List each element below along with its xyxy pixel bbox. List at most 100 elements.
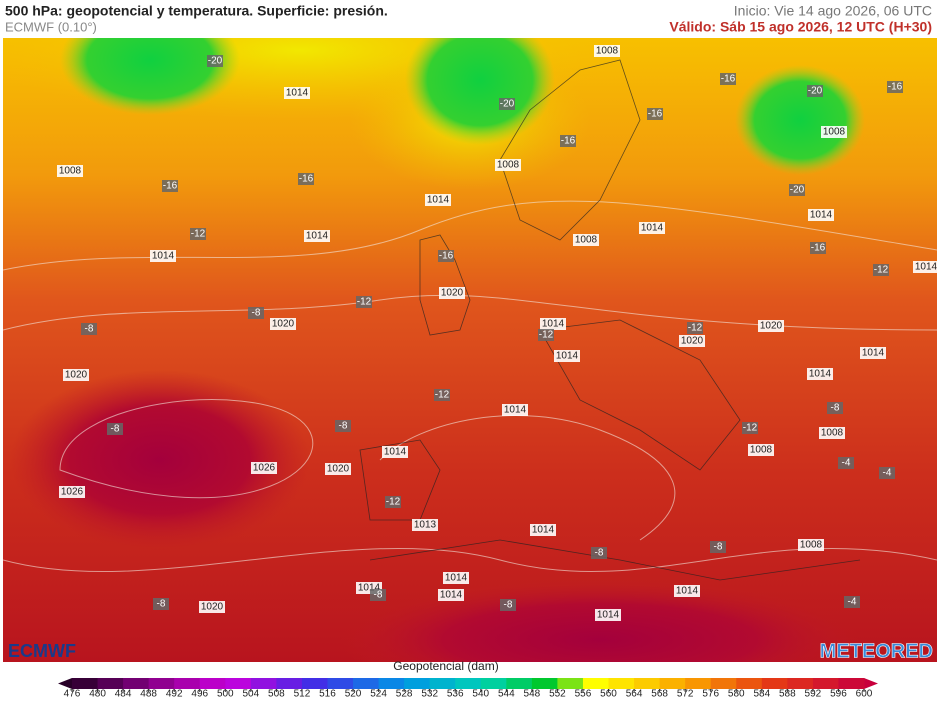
colorbar-tick-label: 572 — [677, 689, 694, 700]
pressure-label: 1014 — [286, 88, 309, 99]
colorbar-segment — [659, 678, 686, 689]
colorbar-tick-label: 492 — [166, 689, 183, 700]
temperature-label-box — [789, 184, 805, 196]
temperature-label-box — [742, 422, 758, 434]
colorbar-tick-label: 516 — [319, 689, 336, 700]
temperature-label: -20 — [208, 56, 223, 67]
temperature-label-box — [190, 228, 206, 240]
temperature-label: -20 — [808, 86, 823, 97]
ecmwf-logo: ECMWF — [8, 641, 76, 661]
pressure-label-box — [540, 318, 566, 330]
pressure-label-box — [807, 368, 833, 380]
temperature-label: -8 — [504, 600, 513, 611]
temperature-label-box — [370, 589, 386, 601]
colorbar-tick-label: 560 — [600, 689, 617, 700]
colorbar-tick-label: 512 — [294, 689, 311, 700]
pressure-label: 1020 — [441, 288, 464, 299]
temperature-label-box — [356, 296, 372, 308]
pressure-label-box — [860, 347, 886, 359]
colorbar-tick-label: 484 — [115, 689, 132, 700]
pressure-label-box — [443, 572, 469, 584]
temperature-label: -20 — [500, 99, 515, 110]
colorbar-tick-label: 504 — [242, 689, 259, 700]
valid-time: Válido: Sáb 15 ago 2026, 12 UTC (H+30) — [669, 19, 932, 35]
temperature-label-box — [591, 547, 607, 559]
pressure-label-box — [150, 250, 176, 262]
temperature-label: -12 — [874, 265, 889, 276]
temperature-label-box — [207, 55, 223, 67]
model-label: ECMWF (0.10°) — [5, 19, 97, 34]
pressure-label-box — [748, 444, 774, 456]
pressure-label: 1014 — [440, 590, 463, 601]
pressure-label: 1014 — [152, 251, 175, 262]
pressure-label-box — [425, 194, 451, 206]
colorbar-segment — [353, 678, 380, 689]
colorbar-end — [58, 678, 72, 689]
pressure-label: 1013 — [414, 520, 437, 531]
temperature-label-box — [838, 457, 854, 469]
temperature-label-box — [647, 108, 663, 120]
pressure-label: 1014 — [597, 610, 620, 621]
colorbar-tick-label: 528 — [396, 689, 413, 700]
pressure-label: 1008 — [575, 235, 598, 246]
colorbar-tick-label: 576 — [702, 689, 719, 700]
temperature-label: -16 — [163, 181, 178, 192]
colorbar-segment — [761, 678, 788, 689]
colorbar-tick-label: 564 — [626, 689, 643, 700]
pressure-label-box — [304, 230, 330, 242]
colorbar-segment — [378, 678, 405, 689]
temperature-label: -12 — [743, 423, 758, 434]
pressure-label: 1014 — [641, 223, 664, 234]
colorbar-tick-label: 600 — [856, 689, 873, 700]
pressure-label: 1014 — [306, 231, 329, 242]
pressure-label: 1014 — [445, 573, 468, 584]
colorbar-segment — [634, 678, 661, 689]
pressure-label: 1014 — [809, 369, 832, 380]
colorbar-segment — [123, 678, 150, 689]
pressure-label: 1020 — [272, 319, 295, 330]
colorbar-segment — [148, 678, 175, 689]
temperature-label-box — [720, 73, 736, 85]
pressure-label-box — [439, 287, 465, 299]
temperature-label: -12 — [539, 330, 554, 341]
colorbar-segment — [225, 678, 252, 689]
pressure-label-box — [573, 234, 599, 246]
pressure-label: 1014 — [532, 525, 555, 536]
colorbar-segment — [838, 678, 865, 689]
colorbar-segment — [531, 678, 558, 689]
temperature-label: -12 — [435, 390, 450, 401]
temperature-label: -4 — [842, 458, 851, 469]
colorbar-segment — [480, 678, 507, 689]
pressure-label-box — [284, 87, 310, 99]
colorbar-tick-label: 488 — [140, 689, 157, 700]
temperature-label-box — [499, 98, 515, 110]
pressure-label: 1020 — [65, 370, 88, 381]
colorbar-segment — [404, 678, 431, 689]
colorbar-segment — [327, 678, 354, 689]
colorbar-tick-label: 500 — [217, 689, 234, 700]
colorbar-tick-label: 548 — [524, 689, 541, 700]
colorbar-segment — [736, 678, 763, 689]
pressure-label: 1008 — [823, 127, 846, 138]
colorbar-segment — [455, 678, 482, 689]
pressure-label-box — [554, 350, 580, 362]
temperature-label: -16 — [439, 251, 454, 262]
legend-title: Geopotencial (dam) — [393, 659, 498, 673]
colorbar-tick-label: 588 — [779, 689, 796, 700]
temperature-label: -16 — [561, 136, 576, 147]
pressure-label-box — [530, 524, 556, 536]
pressure-label-box — [821, 126, 847, 138]
map-title: 500 hPa: geopotencial y temperatura. Sup… — [5, 3, 388, 19]
pressure-label-box — [674, 585, 700, 597]
colorbar-tick-label: 580 — [728, 689, 745, 700]
colorbar-segment — [608, 678, 635, 689]
pressure-label-box — [819, 427, 845, 439]
temperature-label: -16 — [721, 74, 736, 85]
colorbar-segment — [812, 678, 839, 689]
temperature-label: -16 — [888, 82, 903, 93]
colorbar-segment — [301, 678, 328, 689]
temperature-label-box — [81, 323, 97, 335]
pressure-label: 1020 — [760, 321, 783, 332]
pressure-label-box — [594, 45, 620, 57]
